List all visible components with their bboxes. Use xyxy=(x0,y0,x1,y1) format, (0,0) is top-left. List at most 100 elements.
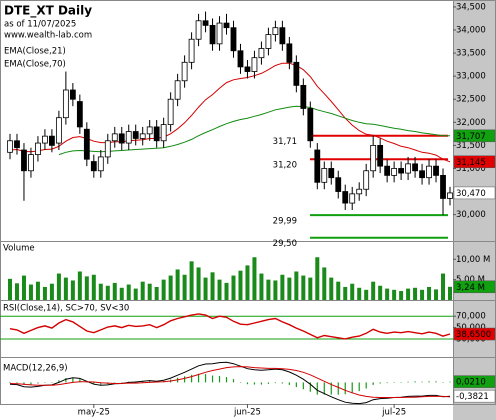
macd-histogram-bar xyxy=(204,374,207,383)
value-badge xyxy=(453,389,496,403)
macd-histogram-bar xyxy=(44,382,46,383)
volume-bar xyxy=(168,275,173,300)
macd-line xyxy=(9,366,451,398)
legend-entry: EMA(Close,21) xyxy=(4,47,66,57)
candle-body xyxy=(321,168,328,183)
candle-body xyxy=(384,165,391,176)
candle-body xyxy=(377,144,384,167)
candle-body xyxy=(251,57,258,72)
volume-bar xyxy=(91,274,96,300)
volume-bar xyxy=(315,257,320,300)
volume-bar xyxy=(329,277,334,300)
macd-histogram-bar xyxy=(309,382,311,392)
volume-bar xyxy=(294,271,299,300)
macd-histogram-bar xyxy=(58,380,60,383)
y-tick-label: 10,00 M xyxy=(456,255,490,265)
volume-bar xyxy=(210,272,215,300)
candle-body xyxy=(174,80,181,100)
macd-histogram-bar xyxy=(30,382,32,385)
volume-bar xyxy=(245,265,250,300)
level-label: 29,50 xyxy=(273,239,297,249)
macd-histogram-bar xyxy=(37,382,39,384)
candle-body xyxy=(90,161,97,172)
macd-histogram-bar xyxy=(72,377,74,383)
level-label: 31,71 xyxy=(273,137,297,147)
candle-body xyxy=(111,133,118,142)
y-tick-label: 33,000 xyxy=(456,72,486,82)
ema-line xyxy=(58,105,451,156)
value-badge-label: 3,24 M xyxy=(456,283,485,293)
source: www.wealth-lab.com xyxy=(4,31,92,41)
macd-histogram-bar xyxy=(449,381,451,383)
volume-bar xyxy=(406,288,411,300)
macd-histogram-bar xyxy=(379,382,381,384)
volume-bar xyxy=(308,277,313,300)
volume-bar xyxy=(175,269,180,300)
y-tick-label: 5,00 M xyxy=(456,275,485,285)
volume-bar xyxy=(441,273,446,300)
value-badge-label: 30,470 xyxy=(456,189,486,199)
x-tick-label: jul-25 xyxy=(381,408,406,418)
macd-histogram-bar xyxy=(428,381,430,383)
macd-histogram-bar xyxy=(386,382,388,384)
candle-body xyxy=(42,135,48,144)
volume-bar xyxy=(378,285,383,300)
volume-bar xyxy=(42,286,47,300)
macd-histogram-bar xyxy=(114,382,116,383)
volume-bar xyxy=(8,278,12,300)
volume-bar xyxy=(77,271,82,300)
volume-bar xyxy=(427,286,432,300)
candle-body xyxy=(433,165,439,176)
macd-histogram-bar xyxy=(218,375,221,383)
candle-body xyxy=(279,27,286,45)
candle-body xyxy=(132,131,139,139)
macd-histogram-bar xyxy=(246,382,249,385)
volume-bar xyxy=(448,286,452,300)
volume-bar xyxy=(420,289,425,300)
candle-body xyxy=(49,135,55,146)
candle-body xyxy=(195,20,202,40)
candle-body xyxy=(230,27,237,52)
macd-histogram-bar xyxy=(337,382,339,395)
macd-histogram-bar xyxy=(16,382,18,384)
y-tick-label: 34,000 xyxy=(456,26,486,36)
macd-histogram-bar xyxy=(232,379,235,383)
candle-body xyxy=(69,89,76,100)
volume-bar xyxy=(238,270,243,300)
volume-bar xyxy=(189,261,194,300)
candle-body xyxy=(300,84,307,109)
value-badge-label: 31,707 xyxy=(456,132,486,142)
candle-body xyxy=(447,192,453,199)
macd-histogram-bar xyxy=(225,377,228,383)
macd-histogram-bar xyxy=(274,382,276,384)
panel-title: MACD(12,26,9) xyxy=(3,364,68,374)
value-badge xyxy=(453,327,496,341)
value-badge-label: 31,145 xyxy=(456,158,486,168)
volume-bar xyxy=(259,273,264,300)
candle-body xyxy=(419,170,425,179)
macd-histogram-bar xyxy=(267,382,270,384)
macd-histogram-bar xyxy=(93,382,95,385)
volume-bar xyxy=(413,287,418,300)
candle-body xyxy=(62,89,69,119)
candle-body xyxy=(237,50,244,68)
volume-bar xyxy=(154,286,159,300)
candle-body xyxy=(398,168,405,174)
volume-bar xyxy=(49,283,54,300)
macd-histogram-bar xyxy=(302,382,304,390)
y-tick-label: 32,000 xyxy=(456,118,486,128)
candle-body xyxy=(405,163,411,174)
volume-bar xyxy=(105,285,110,300)
candle-body xyxy=(181,61,188,82)
macd-histogram-bar xyxy=(121,382,123,383)
frame xyxy=(0,0,496,405)
volume-bar xyxy=(147,283,152,300)
value-badge-label: 0,0210 xyxy=(456,378,486,388)
candle-body xyxy=(335,177,342,192)
volume-bar xyxy=(266,279,271,300)
macd-histogram-bar xyxy=(9,382,11,384)
value-badge-label: 38,6500 xyxy=(456,330,491,340)
volume-bar xyxy=(203,277,208,300)
macd-histogram-bar xyxy=(358,382,360,392)
